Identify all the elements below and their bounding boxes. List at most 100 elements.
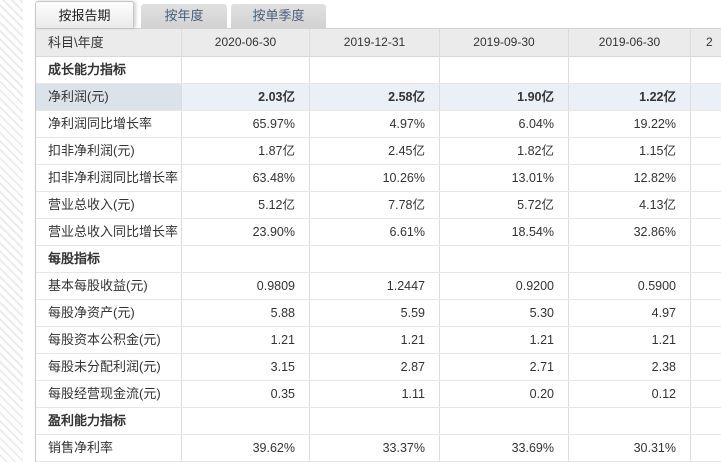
value-cell: 63.48% bbox=[182, 165, 310, 191]
value-cell: 5.59 bbox=[310, 300, 440, 326]
value-cell: 1.22亿 bbox=[569, 84, 691, 110]
value-cell: 4.97 bbox=[569, 300, 691, 326]
row-label: 净利润(元) bbox=[36, 84, 182, 110]
table-row[interactable]: 营业总收入(元) 5.12亿 7.78亿 5.72亿 4.13亿 bbox=[36, 192, 721, 219]
period-tab-bar: 按报告期 按年度 按单季度 bbox=[35, 0, 721, 28]
value-cell: 1.21 bbox=[440, 327, 569, 353]
value-cell-partial bbox=[691, 219, 721, 245]
value-cell: 1.11 bbox=[310, 381, 440, 407]
value-cell: 0.9809 bbox=[182, 273, 310, 299]
header-subject-year-cell: 科目\年度 bbox=[36, 29, 182, 56]
value-cell bbox=[182, 408, 310, 434]
value-cell-partial bbox=[691, 192, 721, 218]
table-row[interactable]: 净利润(元) 2.03亿 2.58亿 1.90亿 1.22亿 bbox=[36, 84, 721, 111]
value-cell-partial bbox=[691, 273, 721, 299]
value-cell: 30.31% bbox=[569, 435, 691, 461]
header-date-cell-2020-06-30: 2020-06-30 bbox=[182, 29, 310, 56]
row-label: 成长能力指标 bbox=[36, 57, 182, 83]
header-date-cell-partial: 2 bbox=[706, 35, 713, 49]
value-cell: 65.97% bbox=[182, 111, 310, 137]
value-cell bbox=[182, 57, 310, 83]
value-cell: 1.90亿 bbox=[440, 84, 569, 110]
table-row[interactable]: 每股净资产(元) 5.88 5.59 5.30 4.97 bbox=[36, 300, 721, 327]
section-header-row: 盈利能力指标 bbox=[36, 408, 721, 435]
value-cell-partial bbox=[691, 435, 721, 461]
value-cell: 5.12亿 bbox=[182, 192, 310, 218]
row-label: 营业总收入同比增长率 bbox=[36, 219, 182, 245]
value-cell: 1.15亿 bbox=[569, 138, 691, 164]
value-cell: 1.21 bbox=[310, 327, 440, 353]
value-cell: 7.78亿 bbox=[310, 192, 440, 218]
value-cell: 4.13亿 bbox=[569, 192, 691, 218]
value-cell bbox=[310, 246, 440, 272]
value-cell: 6.04% bbox=[440, 111, 569, 137]
header-date-cell-2019-09-30: 2019-09-30 bbox=[440, 29, 569, 56]
tab-by-year[interactable]: 按年度 bbox=[141, 4, 227, 28]
value-cell: 39.62% bbox=[182, 435, 310, 461]
value-cell: 0.12 bbox=[569, 381, 691, 407]
value-cell: 5.72亿 bbox=[440, 192, 569, 218]
value-cell: 19.22% bbox=[569, 111, 691, 137]
table-header-row: 科目\年度 2020-06-30 2019-12-31 2019-09-30 2… bbox=[36, 29, 721, 57]
section-header-row: 成长能力指标 bbox=[36, 57, 721, 84]
value-cell bbox=[440, 408, 569, 434]
value-cell bbox=[310, 57, 440, 83]
left-stripe-decoration bbox=[0, 0, 23, 462]
value-cell: 3.15 bbox=[182, 354, 310, 380]
value-cell bbox=[569, 408, 691, 434]
value-cell-partial bbox=[691, 246, 721, 272]
value-cell: 23.90% bbox=[182, 219, 310, 245]
value-cell-partial bbox=[691, 300, 721, 326]
value-cell-partial bbox=[691, 57, 721, 83]
value-cell bbox=[440, 57, 569, 83]
table-row[interactable]: 销售净利率 39.62% 33.37% 33.69% 30.31% bbox=[36, 435, 721, 462]
value-cell-partial bbox=[691, 84, 721, 110]
value-cell-partial bbox=[691, 354, 721, 380]
row-label: 营业总收入(元) bbox=[36, 192, 182, 218]
value-cell: 2.45亿 bbox=[310, 138, 440, 164]
value-cell: 1.2447 bbox=[310, 273, 440, 299]
table-row[interactable]: 扣非净利润同比增长率 63.48% 10.26% 13.01% 12.82% bbox=[36, 165, 721, 192]
table-row[interactable]: 每股经营现金流(元) 0.35 1.11 0.20 0.12 bbox=[36, 381, 721, 408]
value-cell: 5.88 bbox=[182, 300, 310, 326]
value-cell: 12.82% bbox=[569, 165, 691, 191]
row-label: 盈利能力指标 bbox=[36, 408, 182, 434]
value-cell: 1.87亿 bbox=[182, 138, 310, 164]
value-cell-partial bbox=[691, 381, 721, 407]
table-row[interactable]: 扣非净利润(元) 1.87亿 2.45亿 1.82亿 1.15亿 bbox=[36, 138, 721, 165]
header-date-cell-2019-06-30: 2019-06-30 bbox=[569, 29, 691, 56]
value-cell: 1.21 bbox=[182, 327, 310, 353]
value-cell: 0.5900 bbox=[569, 273, 691, 299]
row-label: 每股资本公积金(元) bbox=[36, 327, 182, 353]
value-cell-partial bbox=[691, 408, 721, 434]
row-label: 每股未分配利润(元) bbox=[36, 354, 182, 380]
value-cell-partial bbox=[691, 138, 721, 164]
value-cell: 1.21 bbox=[569, 327, 691, 353]
table-row[interactable]: 每股未分配利润(元) 3.15 2.87 2.71 2.38 bbox=[36, 354, 721, 381]
value-cell-partial bbox=[691, 327, 721, 353]
value-cell: 2.87 bbox=[310, 354, 440, 380]
value-cell: 2.58亿 bbox=[310, 84, 440, 110]
value-cell: 13.01% bbox=[440, 165, 569, 191]
table-row[interactable]: 营业总收入同比增长率 23.90% 6.61% 18.54% 32.86% bbox=[36, 219, 721, 246]
value-cell: 2.03亿 bbox=[182, 84, 310, 110]
value-cell-partial bbox=[691, 165, 721, 191]
value-cell: 5.30 bbox=[440, 300, 569, 326]
row-label: 每股经营现金流(元) bbox=[36, 381, 182, 407]
value-cell: 10.26% bbox=[310, 165, 440, 191]
row-label: 扣非净利润(元) bbox=[36, 138, 182, 164]
value-cell: 6.61% bbox=[310, 219, 440, 245]
row-label: 基本每股收益(元) bbox=[36, 273, 182, 299]
tab-by-report-period[interactable]: 按报告期 bbox=[35, 1, 134, 28]
value-cell: 0.35 bbox=[182, 381, 310, 407]
tab-by-single-quarter[interactable]: 按单季度 bbox=[231, 4, 326, 28]
value-cell: 33.37% bbox=[310, 435, 440, 461]
table-body: 成长能力指标 净利润(元) 2.03亿 2.58亿 1.90亿 1.22亿 净利润同比增长率… bbox=[36, 57, 721, 462]
table-row[interactable]: 净利润同比增长率 65.97% 4.97% 6.04% 19.22% bbox=[36, 111, 721, 138]
value-cell bbox=[440, 246, 569, 272]
header-date-cell-2019-12-31: 2019-12-31 bbox=[310, 29, 440, 56]
value-cell bbox=[182, 246, 310, 272]
table-row[interactable]: 基本每股收益(元) 0.9809 1.2447 0.9200 0.5900 bbox=[36, 273, 721, 300]
table-row[interactable]: 每股资本公积金(元) 1.21 1.21 1.21 1.21 bbox=[36, 327, 721, 354]
